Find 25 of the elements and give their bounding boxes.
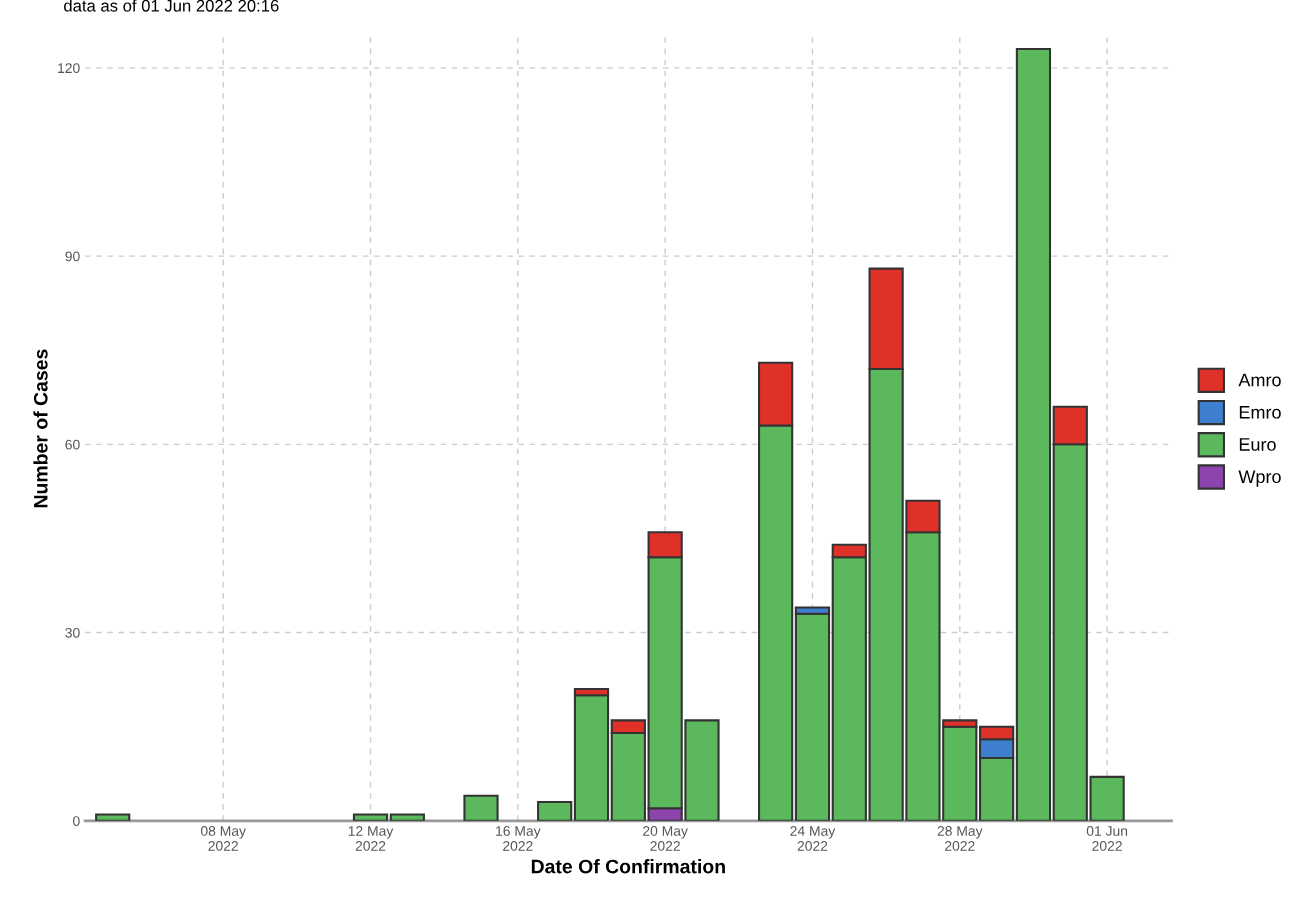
y-axis-title: Number of Cases: [33, 349, 48, 508]
legend-label: Wpro: [1238, 470, 1281, 487]
x-tick-label: 08 May 2022: [200, 826, 246, 851]
x-tick-label: 16 May 2022: [496, 826, 541, 851]
y-tick-label: 0: [73, 816, 80, 826]
bar: [463, 794, 499, 821]
legend-label: Amro: [1238, 373, 1281, 387]
legend-label: Euro: [1239, 438, 1276, 451]
y-tick-label: 30: [65, 627, 80, 638]
bar: [352, 813, 389, 821]
bar: [1015, 47, 1052, 821]
x-tick-label: 20 May 2022: [643, 826, 688, 851]
x-tick-label: 12 May 2022: [348, 826, 394, 851]
x-tick-label: 01 Jun 2022: [1086, 826, 1128, 851]
y-tick-label: 60: [65, 439, 80, 450]
bar: [537, 800, 573, 821]
bar: [95, 813, 131, 821]
x-tick-label: 28 May 2022: [937, 826, 983, 851]
chart-title: data as of 01 Jun 2022 20:16: [64, 0, 279, 12]
x-axis-title: Date Of Confirmation: [531, 859, 725, 874]
legend-label: Emro: [1239, 406, 1281, 419]
x-tick-label: 24 May 2022: [790, 826, 836, 851]
y-tick-label: 120: [58, 63, 80, 74]
bar: [389, 813, 425, 821]
y-tick-label: 90: [65, 251, 80, 262]
